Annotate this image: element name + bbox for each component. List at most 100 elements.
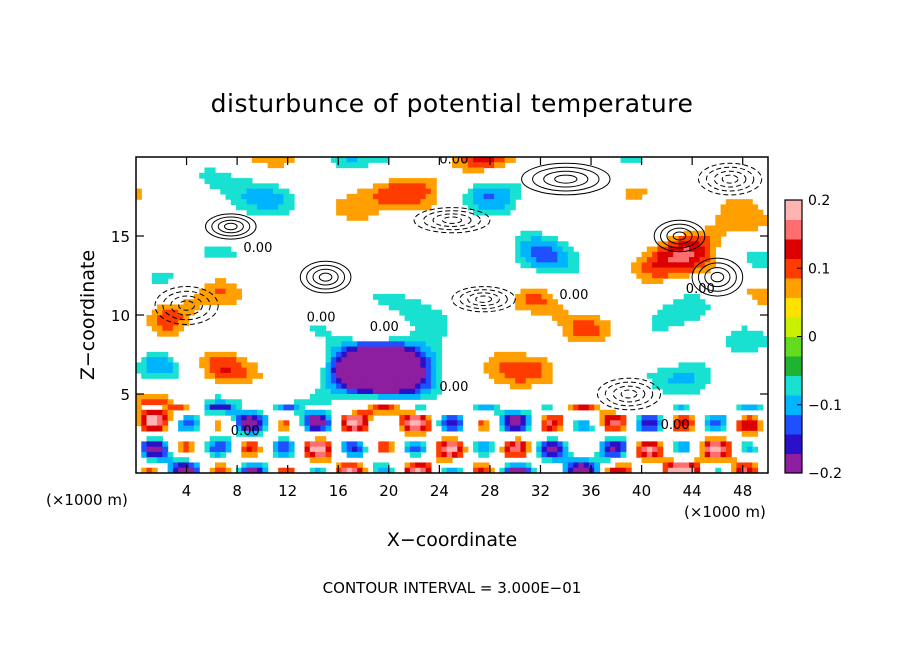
heatmap-cell bbox=[373, 199, 379, 205]
heatmap-cell bbox=[746, 330, 753, 337]
heatmap-cell bbox=[657, 262, 664, 269]
heatmap-cell bbox=[441, 320, 448, 327]
heatmap-cell bbox=[520, 357, 527, 363]
heatmap-cell bbox=[483, 162, 490, 169]
heatmap-cell bbox=[172, 404, 179, 411]
heatmap-cell bbox=[673, 425, 680, 432]
contour-line bbox=[697, 262, 737, 292]
heatmap-cell bbox=[425, 394, 432, 400]
heatmap-cell bbox=[157, 357, 163, 363]
heatmap-cell bbox=[520, 288, 527, 295]
heatmap-cell bbox=[146, 320, 153, 327]
heatmap-cell bbox=[662, 315, 669, 321]
heatmap-cell bbox=[541, 241, 548, 248]
heatmap-cell bbox=[283, 404, 290, 411]
heatmap-cell bbox=[341, 351, 348, 358]
heatmap-cell bbox=[246, 425, 253, 432]
heatmap-cell bbox=[336, 467, 342, 473]
heatmap-cell bbox=[415, 362, 421, 369]
heatmap-cell bbox=[473, 204, 479, 211]
heatmap-cell bbox=[673, 246, 680, 253]
heatmap-cell bbox=[446, 467, 453, 473]
heatmap-cell bbox=[320, 467, 327, 473]
heatmap-cell bbox=[230, 299, 237, 306]
heatmap-cell bbox=[430, 320, 437, 327]
heatmap-cell bbox=[230, 409, 237, 416]
heatmap-cell bbox=[309, 451, 316, 458]
x-tick-label: 40 bbox=[632, 482, 651, 500]
heatmap-cell bbox=[646, 451, 653, 458]
heatmap-cell bbox=[689, 420, 695, 427]
heatmap-cell bbox=[330, 357, 337, 363]
heatmap-cell bbox=[662, 262, 669, 269]
heatmap-cell bbox=[725, 451, 732, 458]
heatmap-cell bbox=[667, 462, 674, 469]
heatmap-cell bbox=[441, 330, 448, 337]
heatmap-cell bbox=[704, 257, 711, 263]
heatmap-cell bbox=[351, 441, 358, 448]
heatmap-cell bbox=[415, 425, 421, 432]
heatmap-cell bbox=[378, 188, 385, 195]
heatmap-cell bbox=[704, 304, 711, 311]
contour-label: 0.00 bbox=[559, 288, 588, 303]
heatmap-cell bbox=[225, 351, 232, 358]
heatmap-cell bbox=[220, 246, 227, 253]
heatmap-cell bbox=[509, 199, 516, 205]
heatmap-cell bbox=[267, 162, 274, 169]
heatmap-cell bbox=[557, 315, 564, 321]
heatmap-cell bbox=[151, 351, 158, 358]
heatmap-cell bbox=[689, 425, 695, 432]
heatmap-cell bbox=[283, 467, 290, 473]
heatmap-cell bbox=[683, 362, 690, 369]
heatmap-cell bbox=[346, 420, 353, 427]
heatmap-cell bbox=[146, 357, 153, 363]
heatmap-cell bbox=[710, 230, 716, 237]
heatmap-cell bbox=[678, 320, 685, 327]
contour-label: 0.00 bbox=[370, 320, 399, 335]
heatmap-cell bbox=[415, 341, 421, 348]
heatmap-cell bbox=[204, 283, 211, 290]
heatmap-cell bbox=[515, 293, 522, 300]
heatmap-cell bbox=[430, 362, 437, 369]
heatmap-cell bbox=[141, 446, 148, 453]
heatmap-cell bbox=[520, 372, 527, 379]
heatmap-cell bbox=[673, 315, 680, 321]
heatmap-cell bbox=[415, 446, 421, 453]
heatmap-cell bbox=[731, 204, 737, 211]
heatmap-cell bbox=[583, 404, 590, 411]
heatmap-cell bbox=[357, 378, 364, 385]
heatmap-cell bbox=[531, 299, 537, 306]
heatmap-cell bbox=[667, 378, 674, 385]
heatmap-cell bbox=[383, 446, 390, 453]
heatmap-cell bbox=[473, 209, 479, 216]
heatmap-cell bbox=[662, 272, 669, 279]
heatmap-cell bbox=[741, 220, 748, 227]
heatmap-cell bbox=[172, 325, 179, 332]
heatmap-cell bbox=[699, 446, 706, 453]
heatmap-cell bbox=[394, 367, 400, 374]
heatmap-cell bbox=[536, 441, 543, 448]
heatmap-cell bbox=[509, 183, 516, 190]
heatmap-cell bbox=[425, 199, 432, 205]
heatmap-cell bbox=[341, 415, 348, 421]
heatmap-cell bbox=[241, 204, 248, 211]
heatmap-cell bbox=[399, 199, 406, 205]
heatmap-cell bbox=[552, 415, 558, 421]
heatmap-cell bbox=[215, 425, 221, 432]
heatmap-cell bbox=[378, 299, 385, 306]
heatmap-cell bbox=[136, 415, 142, 421]
heatmap-cell bbox=[478, 420, 485, 427]
heatmap-cell bbox=[157, 351, 163, 358]
heatmap-cell bbox=[362, 346, 369, 353]
heatmap-cell bbox=[330, 341, 337, 348]
heatmap-cell bbox=[494, 409, 500, 416]
heatmap-cell bbox=[215, 420, 221, 427]
heatmap-cell bbox=[367, 346, 374, 353]
heatmap-cell bbox=[257, 430, 263, 437]
heatmap-cell bbox=[241, 188, 248, 195]
heatmap-cell bbox=[483, 462, 490, 469]
heatmap-cell bbox=[420, 462, 427, 469]
heatmap-cell bbox=[689, 309, 695, 316]
heatmap-cell bbox=[436, 357, 443, 363]
heatmap-cell bbox=[409, 372, 416, 379]
